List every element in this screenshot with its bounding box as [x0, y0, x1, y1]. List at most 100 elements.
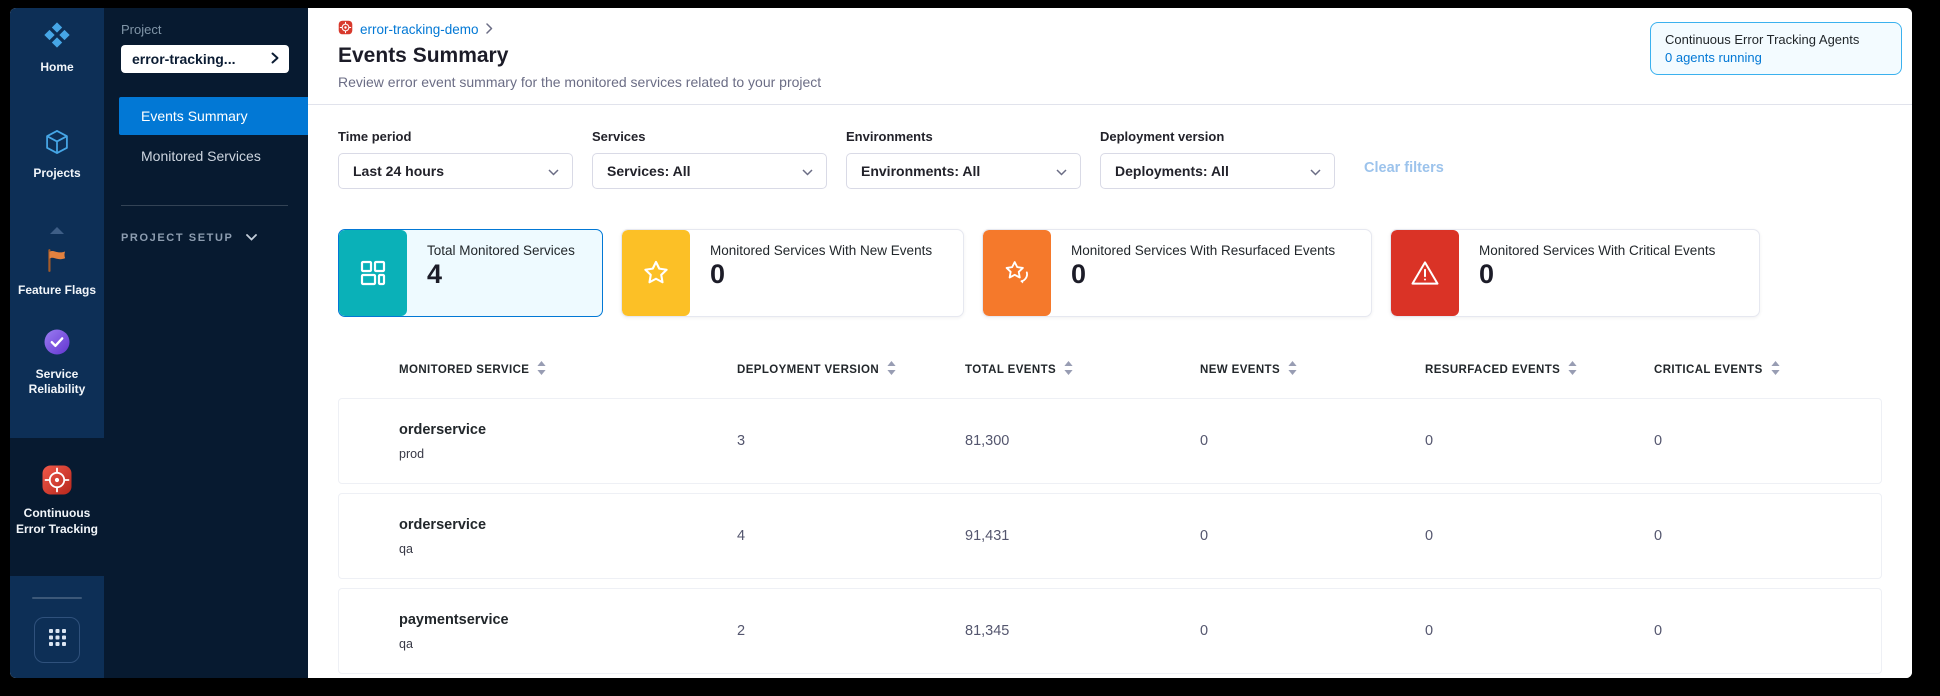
- header-label: DEPLOYMENT VERSION: [737, 363, 880, 376]
- filter-label: Deployment version: [1100, 129, 1225, 144]
- critical-events-cell: 0: [1654, 528, 1663, 544]
- agents-status-box: Continuous Error Tracking Agents 0 agent…: [1650, 22, 1902, 75]
- deployments-select[interactable]: Deployments: All: [1100, 153, 1335, 189]
- harness-home-icon: [42, 20, 72, 55]
- service-environment: qa: [399, 636, 413, 651]
- module-nav-active-section: Continuous Error Tracking: [10, 438, 104, 576]
- feature-flags-flag-icon: [44, 247, 70, 278]
- card-value: 4: [427, 259, 443, 289]
- clear-filters-button[interactable]: Clear filters: [1364, 160, 1444, 176]
- header-resurfaced-events[interactable]: RESURFACED EVENTS: [1425, 361, 1654, 378]
- table-row[interactable]: paymentservice qa 2 81,345 0 0 0: [338, 588, 1882, 674]
- filter-label: Environments: [846, 129, 933, 144]
- chevron-down-icon: [802, 163, 813, 179]
- service-name: orderservice: [399, 421, 487, 438]
- events-table: MONITORED SERVICE DEPLOYMENT VERSION TOT…: [338, 361, 1882, 674]
- module-nav-rail: Home Projects: [10, 8, 104, 678]
- card-resurfaced-events[interactable]: Monitored Services With Resurfaced Event…: [982, 229, 1372, 317]
- critical-events-cell: 0: [1654, 433, 1663, 449]
- sidebar-item-continuous-error-tracking[interactable]: Continuous Error Tracking: [13, 464, 101, 537]
- panel-divider: [121, 205, 288, 206]
- card-value: 0: [1479, 259, 1495, 289]
- environments-value: Environments: All: [861, 163, 981, 179]
- card-label: Monitored Services With Resurfaced Event…: [1071, 243, 1336, 258]
- header-new-events[interactable]: NEW EVENTS: [1200, 361, 1425, 378]
- chevron-down-icon: [245, 232, 257, 244]
- chevron-right-icon: [271, 51, 279, 67]
- card-label: Monitored Services With New Events: [710, 243, 933, 258]
- service-reliability-icon: [42, 327, 72, 362]
- module-nav-bottom-section: [10, 576, 104, 678]
- star-icon: [622, 230, 690, 316]
- header-label: MONITORED SERVICE: [399, 363, 530, 376]
- total-events-cell: 91,431: [965, 528, 1010, 544]
- card-total-monitored-services[interactable]: Total Monitored Services 4: [338, 229, 603, 317]
- card-value: 0: [1071, 259, 1087, 289]
- breadcrumb-project-link[interactable]: error-tracking-demo: [360, 21, 479, 37]
- services-grid-icon: [339, 230, 407, 316]
- project-selector[interactable]: error-tracking...: [121, 45, 289, 73]
- table-header-row: MONITORED SERVICE DEPLOYMENT VERSION TOT…: [338, 361, 1882, 378]
- environments-select[interactable]: Environments: All: [846, 153, 1081, 189]
- time-period-value: Last 24 hours: [353, 163, 445, 179]
- service-name: paymentservice: [399, 611, 509, 628]
- continuous-error-tracking-icon: [41, 464, 73, 501]
- nav-item-monitored-services[interactable]: Monitored Services: [141, 148, 261, 164]
- warning-triangle-icon: [1391, 230, 1459, 316]
- app-window: Home Projects: [10, 8, 1912, 678]
- filter-label: Time period: [338, 129, 412, 144]
- resurfaced-events-cell: 0: [1425, 433, 1434, 449]
- card-label: Total Monitored Services: [427, 243, 575, 258]
- agents-box-title: Continuous Error Tracking Agents: [1665, 32, 1860, 47]
- sidebar-item-label: Service Reliability: [28, 366, 86, 397]
- page-subtitle: Review error event summary for the monit…: [338, 74, 822, 90]
- service-name: orderservice: [399, 516, 487, 533]
- nav-item-events-summary[interactable]: Events Summary: [119, 97, 308, 135]
- deployments-value: Deployments: All: [1115, 163, 1229, 179]
- chevron-down-icon: [548, 163, 559, 179]
- scroll-up-chevron-icon[interactable]: [50, 221, 64, 239]
- projects-cube-icon: [43, 128, 71, 161]
- header-label: NEW EVENTS: [1200, 363, 1281, 376]
- services-select[interactable]: Services: All: [592, 153, 827, 189]
- main-content: error-tracking-demo Events Summary Revie…: [308, 8, 1912, 678]
- sidebar-item-label: Feature Flags: [17, 283, 97, 298]
- header-monitored-service[interactable]: MONITORED SERVICE: [399, 361, 737, 378]
- card-new-events[interactable]: Monitored Services With New Events 0: [621, 229, 964, 317]
- service-cell: orderservice qa: [399, 517, 737, 556]
- deployment-version-cell: 3: [737, 433, 746, 449]
- card-value: 0: [710, 259, 726, 289]
- module-nav-top-section: Home Projects: [10, 8, 104, 438]
- card-critical-events[interactable]: Monitored Services With Critical Events …: [1390, 229, 1760, 317]
- sidebar-item-projects[interactable]: Projects: [13, 128, 101, 182]
- sidebar-item-home[interactable]: Home: [13, 20, 101, 76]
- new-events-cell: 0: [1200, 623, 1209, 639]
- table-row[interactable]: orderservice qa 4 91,431 0 0 0: [338, 493, 1882, 579]
- breadcrumb-chevron-icon: [485, 22, 493, 37]
- agents-running-link[interactable]: 0 agents running: [1665, 50, 1762, 65]
- header-total-events[interactable]: TOTAL EVENTS: [965, 361, 1200, 378]
- sidebar-item-label: Home: [40, 60, 74, 74]
- service-cell: orderservice prod: [399, 422, 737, 461]
- project-setup-label: PROJECT SETUP: [121, 232, 234, 244]
- project-nav-panel: Project error-tracking... Events Summary…: [104, 8, 308, 678]
- project-section-label: Project: [121, 22, 162, 37]
- critical-events-cell: 0: [1654, 623, 1663, 639]
- sidebar-item-service-reliability[interactable]: Service Reliability: [13, 327, 101, 398]
- sort-icon: [1568, 361, 1577, 378]
- table-row[interactable]: orderservice prod 3 81,300 0 0 0: [338, 398, 1882, 484]
- sort-icon: [1771, 361, 1780, 378]
- sidebar-item-feature-flags[interactable]: Feature Flags: [13, 247, 101, 299]
- deployment-version-cell: 4: [737, 528, 746, 544]
- project-selector-value: error-tracking...: [132, 51, 236, 67]
- header-critical-events[interactable]: CRITICAL EVENTS: [1654, 361, 1882, 378]
- star-refresh-icon: [983, 230, 1051, 316]
- project-setup-toggle[interactable]: PROJECT SETUP: [121, 232, 308, 244]
- module-selector-button[interactable]: [34, 617, 80, 663]
- time-period-select[interactable]: Last 24 hours: [338, 153, 573, 189]
- total-events-cell: 81,345: [965, 623, 1010, 639]
- header-deployment-version[interactable]: DEPLOYMENT VERSION: [737, 361, 965, 378]
- cet-mini-icon: [338, 20, 353, 38]
- new-events-cell: 0: [1200, 528, 1209, 544]
- page-header: error-tracking-demo Events Summary Revie…: [308, 8, 1912, 105]
